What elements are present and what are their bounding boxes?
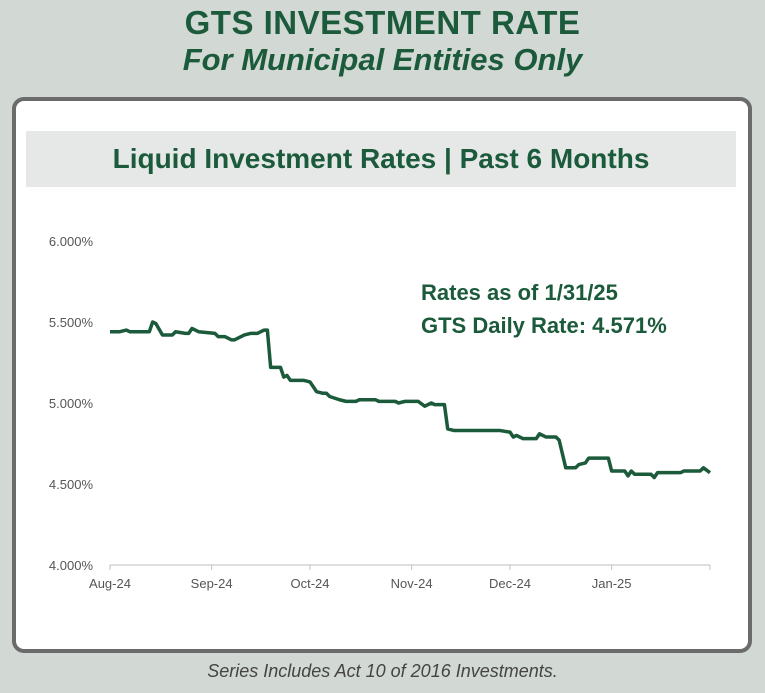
x-tick-label: Jan-25 — [592, 576, 632, 591]
chart-title: Liquid Investment Rates | Past 6 Months — [26, 131, 736, 187]
x-tick-label: Dec-24 — [489, 576, 531, 591]
x-tick-label: Aug-24 — [89, 576, 131, 591]
y-tick-label: 5.000% — [49, 396, 94, 411]
x-tick-label: Sep-24 — [191, 576, 233, 591]
y-tick-label: 4.000% — [49, 558, 94, 573]
footnote: Series Includes Act 10 of 2016 Investmen… — [207, 661, 558, 681]
y-tick-label: 4.500% — [49, 477, 94, 492]
chart-panel: Liquid Investment Rates | Past 6 Months — [12, 97, 752, 653]
y-tick-label: 5.500% — [49, 315, 94, 330]
y-tick-label: 6.000% — [49, 234, 94, 249]
x-tick-label: Oct-24 — [290, 576, 329, 591]
page-title: GTS INVESTMENT RATE — [184, 4, 581, 41]
annotation-text: GTS Daily Rate: 4.571% — [421, 313, 667, 338]
series-line — [110, 320, 712, 480]
x-tick-label: Nov-24 — [391, 576, 433, 591]
annotation-text: Rates as of 1/31/25 — [421, 280, 618, 305]
page-subtitle: For Municipal Entities Only — [182, 42, 583, 77]
